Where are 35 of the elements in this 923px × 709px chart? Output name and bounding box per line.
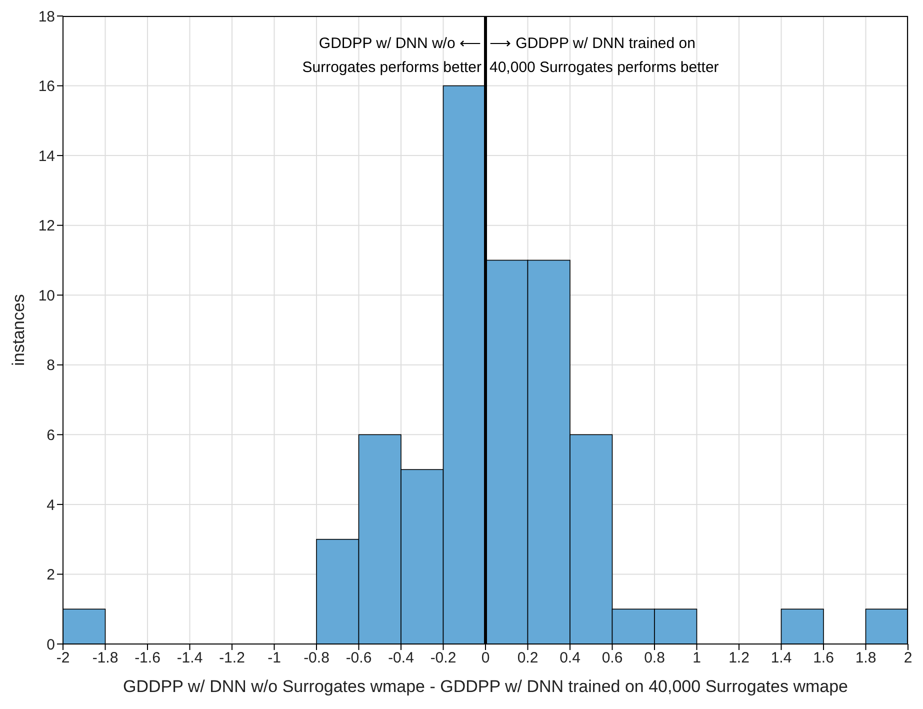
x-tick-label: -0.2 xyxy=(430,650,456,667)
y-tick-label: 0 xyxy=(46,636,55,654)
x-tick-label: 1.4 xyxy=(770,650,792,667)
x-axis-title: GDDPP w/ DNN w/o Surrogates wmape - GDDPP w/ DNN trained on 40,000 Surrogates wmape xyxy=(123,677,848,696)
y-tick-label: 12 xyxy=(38,218,55,235)
x-tick-label: 0.2 xyxy=(517,650,538,667)
y-tick-label: 4 xyxy=(46,496,55,514)
y-tick-label: 10 xyxy=(38,287,55,304)
x-tick-label: 2 xyxy=(904,650,912,667)
y-tick-label: 16 xyxy=(38,78,55,96)
annotation: GDDPP w/ DNN w/o ⟵ Surrogates performs better xyxy=(302,34,482,78)
y-axis-title: instances xyxy=(9,294,28,366)
x-tick-label: -1.4 xyxy=(176,650,203,667)
x-tick-label: -0.6 xyxy=(346,650,372,667)
x-tick-label: 1.6 xyxy=(813,650,834,667)
y-tick-label: 6 xyxy=(46,426,55,444)
y-tick-label: 2 xyxy=(46,566,55,584)
annotation: ⟶ GDDPP w/ DNN trained on 40,000 Surrogates performs better xyxy=(490,34,719,78)
x-tick-label: 0 xyxy=(481,650,490,667)
x-tick-label: -1.6 xyxy=(134,650,160,667)
x-tick-label: -1.8 xyxy=(92,650,118,667)
y-tick-label: 8 xyxy=(46,357,55,374)
y-tick-label: 18 xyxy=(38,8,55,26)
y-tick-label: 14 xyxy=(38,148,55,165)
x-tick-label: 1 xyxy=(692,650,701,667)
x-tick-label: -2 xyxy=(56,650,70,667)
x-tick-label: 0.6 xyxy=(602,650,623,667)
x-tick-label: -1.2 xyxy=(219,650,245,667)
x-tick-label: 1.8 xyxy=(855,650,876,667)
x-tick-label: -1 xyxy=(268,650,281,667)
x-tick-label: -0.4 xyxy=(388,650,414,667)
x-tick-label: 0.4 xyxy=(560,650,580,667)
x-tick-label: 0.8 xyxy=(644,650,665,667)
x-tick-label: -0.8 xyxy=(304,650,330,667)
x-tick-label: 1.2 xyxy=(728,650,750,667)
